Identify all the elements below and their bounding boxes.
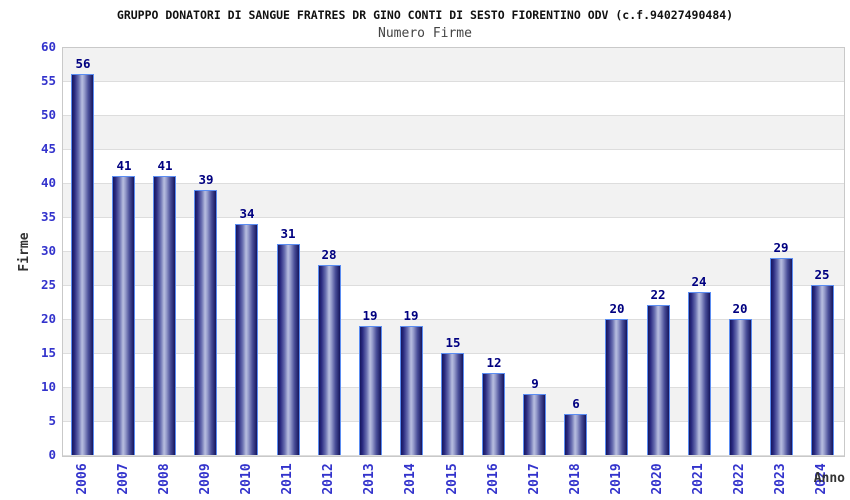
value-label: 25: [814, 267, 830, 282]
x-tick-label: 2012: [321, 463, 336, 495]
y-tick-label: 30: [40, 243, 56, 258]
value-label: 41: [157, 158, 173, 173]
value-label: 39: [198, 172, 214, 187]
grid-band: [63, 252, 844, 286]
y-tick-label: 35: [40, 209, 56, 224]
bar-2010: [235, 224, 258, 455]
chart-subtitle: Numero Firme: [378, 26, 472, 41]
grid-band: [63, 320, 844, 354]
grid-band: [63, 150, 844, 184]
y-tick-label: 40: [40, 175, 56, 190]
bar-2012: [318, 265, 341, 455]
bar-2015: [441, 353, 464, 455]
bar-2024: [811, 285, 834, 455]
y-tick-label: 20: [40, 311, 56, 326]
value-label: 9: [531, 376, 539, 391]
bar-2021: [688, 292, 711, 455]
y-tick-label: 5: [48, 413, 56, 428]
x-tick-label: 2009: [198, 463, 213, 495]
y-tick-label: 10: [40, 379, 56, 394]
y-tick-label: 25: [40, 277, 56, 292]
x-tick-label: 2019: [609, 463, 624, 495]
value-label: 31: [280, 226, 296, 241]
y-tick-label: 0: [48, 447, 56, 462]
x-tick-label: 2020: [650, 463, 665, 495]
y-tick-label: 50: [40, 107, 56, 122]
value-label: 19: [403, 308, 419, 323]
bar-2008: [153, 176, 176, 455]
value-label: 29: [773, 240, 789, 255]
x-tick-label: 2008: [157, 463, 172, 495]
value-label: 20: [732, 301, 748, 316]
y-tick-label: 60: [40, 39, 56, 54]
bar-2009: [194, 190, 217, 455]
bar-2014: [400, 326, 423, 455]
bar-2022: [729, 319, 752, 455]
grid-band: [63, 82, 844, 116]
bar-2016: [482, 373, 505, 455]
x-tick-label: 2014: [403, 463, 418, 495]
value-label: 22: [650, 287, 666, 302]
value-label: 24: [691, 274, 707, 289]
value-label: 56: [75, 56, 91, 71]
bar-2019: [605, 319, 628, 455]
x-tick-label: 2010: [239, 463, 254, 495]
chart-title: GRUPPO DONATORI DI SANGUE FRATRES DR GIN…: [116, 8, 734, 22]
grid-band: [63, 184, 844, 218]
value-label: 12: [486, 355, 502, 370]
y-tick-label: 45: [40, 141, 56, 156]
x-tick-label: 2007: [116, 463, 131, 495]
value-label: 6: [572, 396, 580, 411]
bar-2007: [112, 176, 135, 455]
grid-band: [63, 286, 844, 320]
bar-2023: [770, 258, 793, 455]
x-tick-label: 2021: [691, 463, 706, 495]
value-label: 19: [362, 308, 378, 323]
grid-band: [63, 116, 844, 150]
bar-2018: [564, 414, 587, 455]
x-tick-label: 2017: [527, 463, 542, 495]
grid-band: [63, 48, 844, 82]
value-label: 20: [609, 301, 625, 316]
bar-2013: [359, 326, 382, 455]
x-tick-label: 2015: [445, 463, 460, 495]
x-tick-label: 2016: [486, 463, 501, 495]
y-tick-label: 15: [40, 345, 56, 360]
x-tick-label: 2011: [280, 463, 295, 495]
bar-2017: [523, 394, 546, 455]
value-label: 34: [239, 206, 255, 221]
x-axis-title: Anno: [813, 471, 845, 486]
grid-band: [63, 218, 844, 252]
y-axis-title: Firme: [17, 232, 32, 272]
y-tick-label: 55: [40, 73, 56, 88]
bar-2006: [71, 74, 94, 455]
value-label: 41: [116, 158, 132, 173]
x-tick-label: 2006: [75, 463, 90, 495]
x-tick-label: 2018: [568, 463, 583, 495]
x-tick-label: 2022: [732, 463, 747, 495]
bar-2011: [277, 244, 300, 455]
bar-2020: [647, 305, 670, 455]
x-tick-label: 2013: [362, 463, 377, 495]
x-tick-label: 2023: [773, 463, 788, 495]
value-label: 28: [321, 247, 337, 262]
value-label: 15: [445, 335, 461, 350]
